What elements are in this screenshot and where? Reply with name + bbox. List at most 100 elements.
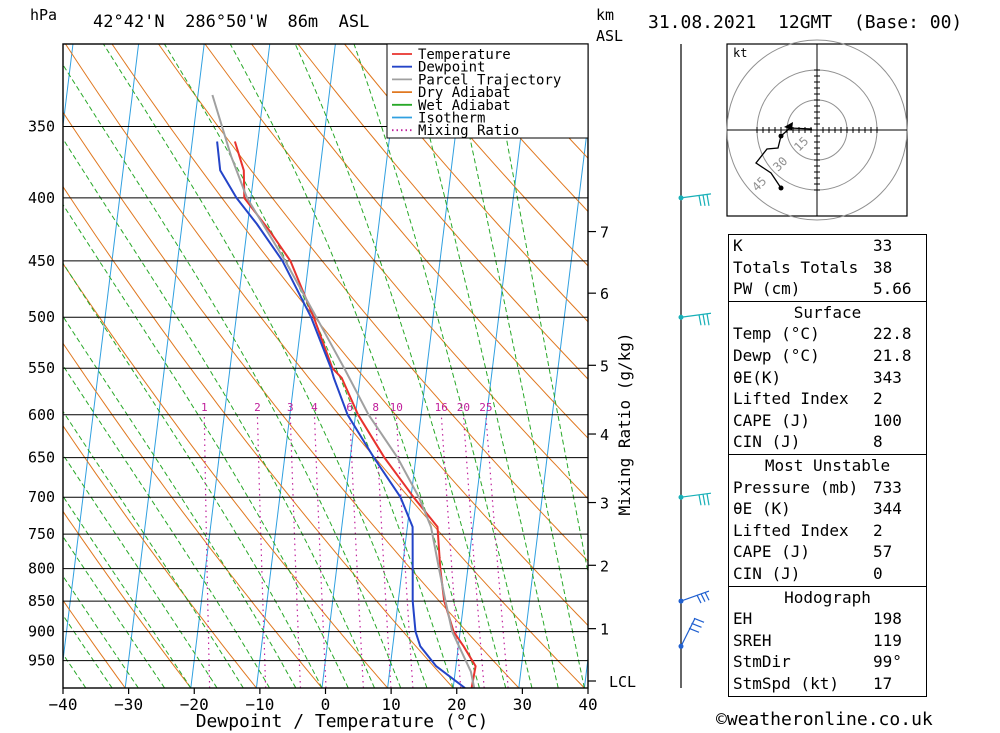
isotherm-line — [63, 44, 140, 665]
mixing-ratio-line — [289, 414, 302, 688]
mixing-ratio-line — [313, 414, 327, 688]
axes: 1 2 3 4 6 8 10 16 20 2535040045050055060065070075… — [28, 117, 636, 732]
stats-row-value: 22.8 — [873, 324, 912, 344]
x-tick-label: 40 — [578, 695, 597, 714]
mixing-ratio-label: 10 — [390, 401, 403, 414]
stats-row-label: CIN (J) — [733, 432, 801, 452]
legend-label: Temperature — [418, 47, 511, 63]
pressure-tick-label: 900 — [28, 623, 55, 641]
series-parcel-trajectory — [211, 94, 476, 688]
x-tick-label: −10 — [245, 695, 274, 714]
stats-row-value: 21.8 — [873, 345, 912, 365]
km-tick-label: 6 — [600, 285, 609, 303]
series-dewpoint — [216, 141, 466, 688]
km-tick-label: 3 — [600, 495, 609, 513]
stats-row-value: 119 — [873, 630, 902, 650]
x-axis-label: Dewpoint / Temperature (°C) — [196, 711, 489, 732]
stats-row-label: K — [733, 236, 743, 255]
copyright: ©weatheronline.co.uk — [716, 709, 933, 730]
hodograph-trace — [755, 127, 813, 189]
wind-barb-shaft — [680, 193, 712, 199]
stats-row-label: PW (cm) — [733, 279, 801, 299]
stats-section-title: Surface — [793, 302, 862, 322]
wind-barb — [678, 590, 710, 604]
wind-barb-feather — [698, 314, 702, 326]
stats-row-label: StmSpd (kt) — [733, 673, 839, 693]
stats-row-value: 344 — [873, 499, 902, 519]
wind-barb-feather — [698, 494, 702, 506]
stats-row-label: Lifted Index — [733, 389, 849, 409]
profile-series — [211, 94, 477, 688]
series-temperature — [233, 141, 477, 688]
isotherm-line — [124, 44, 205, 688]
stats-row-label: StmDir — [733, 652, 791, 672]
stats-row-value: 0 — [873, 564, 883, 583]
stats-row-label: Temp (°C) — [733, 324, 820, 344]
legend-label: Isotherm — [418, 111, 485, 127]
wet-adiabat-line — [63, 614, 113, 688]
x-tick-label: 0 — [321, 695, 331, 714]
km-tick-label: 5 — [600, 357, 609, 375]
wind-barb-feather — [706, 493, 710, 506]
wind-barb-feather — [700, 593, 706, 602]
x-tick-label: 10 — [381, 695, 400, 714]
dry-adiabat-line — [251, 44, 588, 439]
stats-section-title: Most Unstable — [764, 456, 891, 475]
pressure-tick-label: 500 — [28, 308, 55, 326]
km-tick-label: 2 — [600, 557, 609, 575]
isotherm-line — [255, 44, 336, 688]
pressure-tick-label: 350 — [28, 117, 55, 135]
x-tick-label: −30 — [114, 695, 143, 714]
x-tick-label: 20 — [447, 695, 466, 714]
wet-adiabat-line — [353, 44, 533, 688]
km-tick-label: 4 — [600, 426, 609, 444]
legend-label: Wet Adiabat — [418, 98, 511, 114]
x-tick-label: 30 — [513, 695, 532, 714]
pressure-tick-label: 400 — [28, 189, 55, 207]
wind-barb-feather — [702, 494, 706, 506]
isotherm-line — [190, 44, 271, 688]
stats-row-label: Lifted Index — [733, 520, 849, 540]
stats-row-label: SREH — [733, 630, 772, 650]
wind-barb-feather — [698, 195, 702, 206]
stats-row-label: EH — [733, 609, 753, 629]
stats-row-value: 343 — [873, 367, 902, 387]
dry-adiabat-line — [63, 510, 192, 688]
wind-barb-shaft — [680, 618, 696, 647]
datetime-title: 31.08.2021 12GMT (Base: 00) — [648, 12, 963, 33]
dry-adiabat-line — [344, 44, 588, 323]
wind-barb-feather — [704, 592, 710, 601]
wind-barb-feather — [688, 627, 700, 633]
mixing-ratio-label: 16 — [435, 401, 448, 414]
stats-indices-box: K 33 Totals Totals 38 PW (cm) 5.66 — [728, 234, 927, 302]
location-title: 42°42'N 286°50'W 86m ASL — [93, 12, 370, 32]
stats-row-label: CIN (J) — [733, 564, 801, 583]
hodograph-unit-label: kt — [733, 46, 747, 60]
wind-barb — [678, 312, 712, 326]
mixing-ratio-line — [203, 414, 211, 688]
wet-adiabat-line — [102, 44, 428, 688]
stats-row-label: Totals Totals — [733, 257, 859, 277]
stats-hodograph-box: Hodograph EH 198 SREH 119 StmDir 99° StmSpd (kt… — [728, 585, 927, 697]
dry-adiabat-line — [297, 44, 588, 380]
stats-row-value: 17 — [873, 673, 893, 693]
stats-row-label: θE(K) — [733, 367, 782, 387]
stats-row-value: 2 — [873, 520, 883, 540]
legend-label: Parcel Trajectory — [418, 72, 561, 88]
stats-surface-box: Surface Temp (°C) 22.8 Dewp (°C) 21.8 θE(K) 34… — [728, 300, 927, 455]
wet-adiabat-line — [449, 44, 585, 688]
stats-row-value: 57 — [873, 542, 893, 562]
km-tick-label: 1 — [600, 621, 609, 639]
hodograph-point — [778, 185, 784, 191]
wet-adiabat-line — [63, 203, 349, 688]
mixing-ratio-label: 25 — [479, 401, 492, 414]
isotherm-line — [518, 119, 588, 688]
wet-adiabat-line — [404, 44, 559, 688]
wind-column — [678, 44, 712, 688]
wind-barb-feather — [691, 622, 702, 628]
wind-barb-feather — [696, 594, 702, 604]
pressure-tick-label: 450 — [28, 252, 55, 270]
stats-row-label: Dewp (°C) — [733, 345, 820, 365]
dry-adiabat-line — [390, 44, 588, 267]
